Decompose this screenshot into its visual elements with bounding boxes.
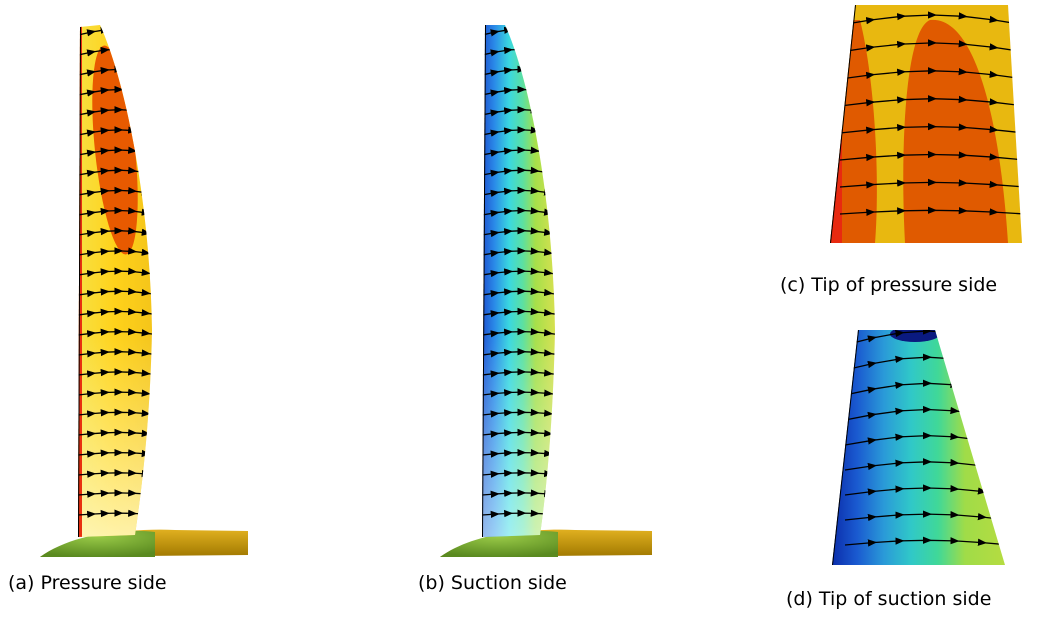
caption: (c) Tip of pressure side (780, 274, 997, 296)
pressure-side-panel (40, 20, 248, 557)
suction-side-panel (440, 20, 652, 557)
blade (70, 20, 160, 540)
caption: (a) Pressure side (8, 572, 167, 594)
figure-graphics (0, 0, 1051, 617)
figure: (a) Pressure side (b) Suction side (c) T… (0, 0, 1051, 617)
caption: (d) Tip of suction side (786, 588, 991, 610)
pressure-tip (825, 0, 1025, 245)
suction-tip (830, 325, 1010, 570)
caption: (b) Suction side (418, 572, 567, 594)
blade (478, 20, 562, 540)
